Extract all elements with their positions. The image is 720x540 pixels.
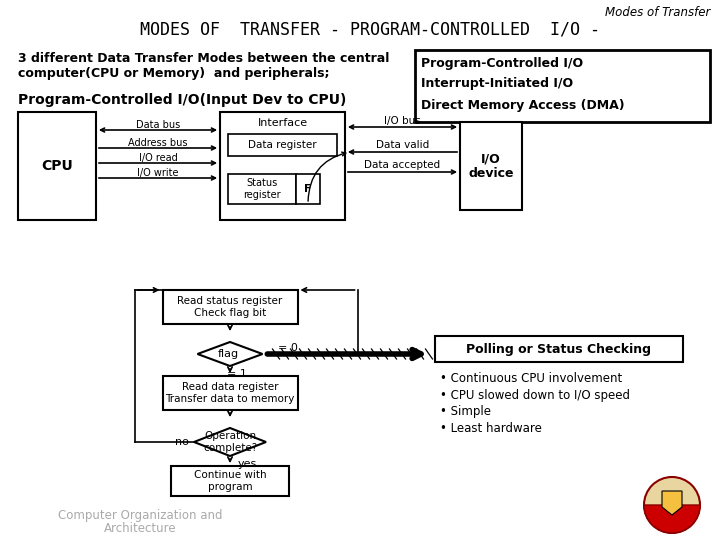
Text: I/O
device: I/O device xyxy=(468,152,514,180)
Text: = 0: = 0 xyxy=(279,343,298,353)
Circle shape xyxy=(644,477,700,533)
Bar xyxy=(228,174,296,204)
Text: Direct Memory Access (DMA): Direct Memory Access (DMA) xyxy=(421,99,625,112)
Bar xyxy=(163,376,297,410)
Text: computer(CPU or Memory)  and peripherals;: computer(CPU or Memory) and peripherals; xyxy=(18,68,330,80)
Text: Data valid: Data valid xyxy=(376,140,429,150)
Text: Address bus: Address bus xyxy=(128,138,188,148)
Text: Read status register
Check flag bit: Read status register Check flag bit xyxy=(177,296,283,318)
Text: • CPU slowed down to I/O speed: • CPU slowed down to I/O speed xyxy=(440,388,630,402)
Text: I/O read: I/O read xyxy=(139,153,177,163)
Text: Data register: Data register xyxy=(248,140,317,150)
Text: yes: yes xyxy=(238,459,257,469)
Text: MODES OF  TRANSFER - PROGRAM-CONTROLLED  I/O -: MODES OF TRANSFER - PROGRAM-CONTROLLED I… xyxy=(140,21,600,39)
Text: Architecture: Architecture xyxy=(104,522,176,535)
Text: flag: flag xyxy=(217,349,238,359)
Text: Program-Controlled I/O: Program-Controlled I/O xyxy=(421,57,583,71)
Text: Interface: Interface xyxy=(258,118,307,128)
Text: Data accepted: Data accepted xyxy=(364,160,441,170)
Wedge shape xyxy=(644,505,700,533)
Text: Data bus: Data bus xyxy=(136,120,180,130)
Text: • Continuous CPU involvement: • Continuous CPU involvement xyxy=(440,372,622,384)
Polygon shape xyxy=(194,428,266,456)
Text: Computer Organization and: Computer Organization and xyxy=(58,509,222,522)
Text: • Simple: • Simple xyxy=(440,406,491,419)
Text: F: F xyxy=(305,184,312,194)
Bar xyxy=(228,134,337,156)
Bar xyxy=(171,466,289,496)
Text: I/O write: I/O write xyxy=(138,168,179,178)
Text: Status
register: Status register xyxy=(243,178,281,200)
Text: CPU: CPU xyxy=(41,159,73,173)
Bar xyxy=(18,112,96,220)
Text: I/O bus: I/O bus xyxy=(384,116,421,126)
Bar xyxy=(296,174,320,204)
Text: = 1: = 1 xyxy=(227,369,247,379)
Bar xyxy=(435,336,683,362)
Text: Modes of Transfer: Modes of Transfer xyxy=(605,5,710,18)
Text: Read data register
Transfer data to memory: Read data register Transfer data to memo… xyxy=(166,382,294,404)
Bar xyxy=(163,290,297,324)
Polygon shape xyxy=(197,342,263,366)
Bar xyxy=(220,112,345,220)
Text: 3 different Data Transfer Modes between the central: 3 different Data Transfer Modes between … xyxy=(18,51,390,64)
Text: Operation
complete?: Operation complete? xyxy=(203,431,257,453)
Bar xyxy=(460,122,522,210)
Text: Polling or Status Checking: Polling or Status Checking xyxy=(467,342,652,355)
Polygon shape xyxy=(662,491,682,515)
Text: Interrupt-Initiated I/O: Interrupt-Initiated I/O xyxy=(421,78,573,91)
Text: Program-Controlled I/O(Input Dev to CPU): Program-Controlled I/O(Input Dev to CPU) xyxy=(18,93,346,107)
Bar xyxy=(415,50,710,122)
Text: Continue with
program: Continue with program xyxy=(194,470,266,492)
Text: no: no xyxy=(175,437,189,447)
Text: • Least hardware: • Least hardware xyxy=(440,422,542,435)
